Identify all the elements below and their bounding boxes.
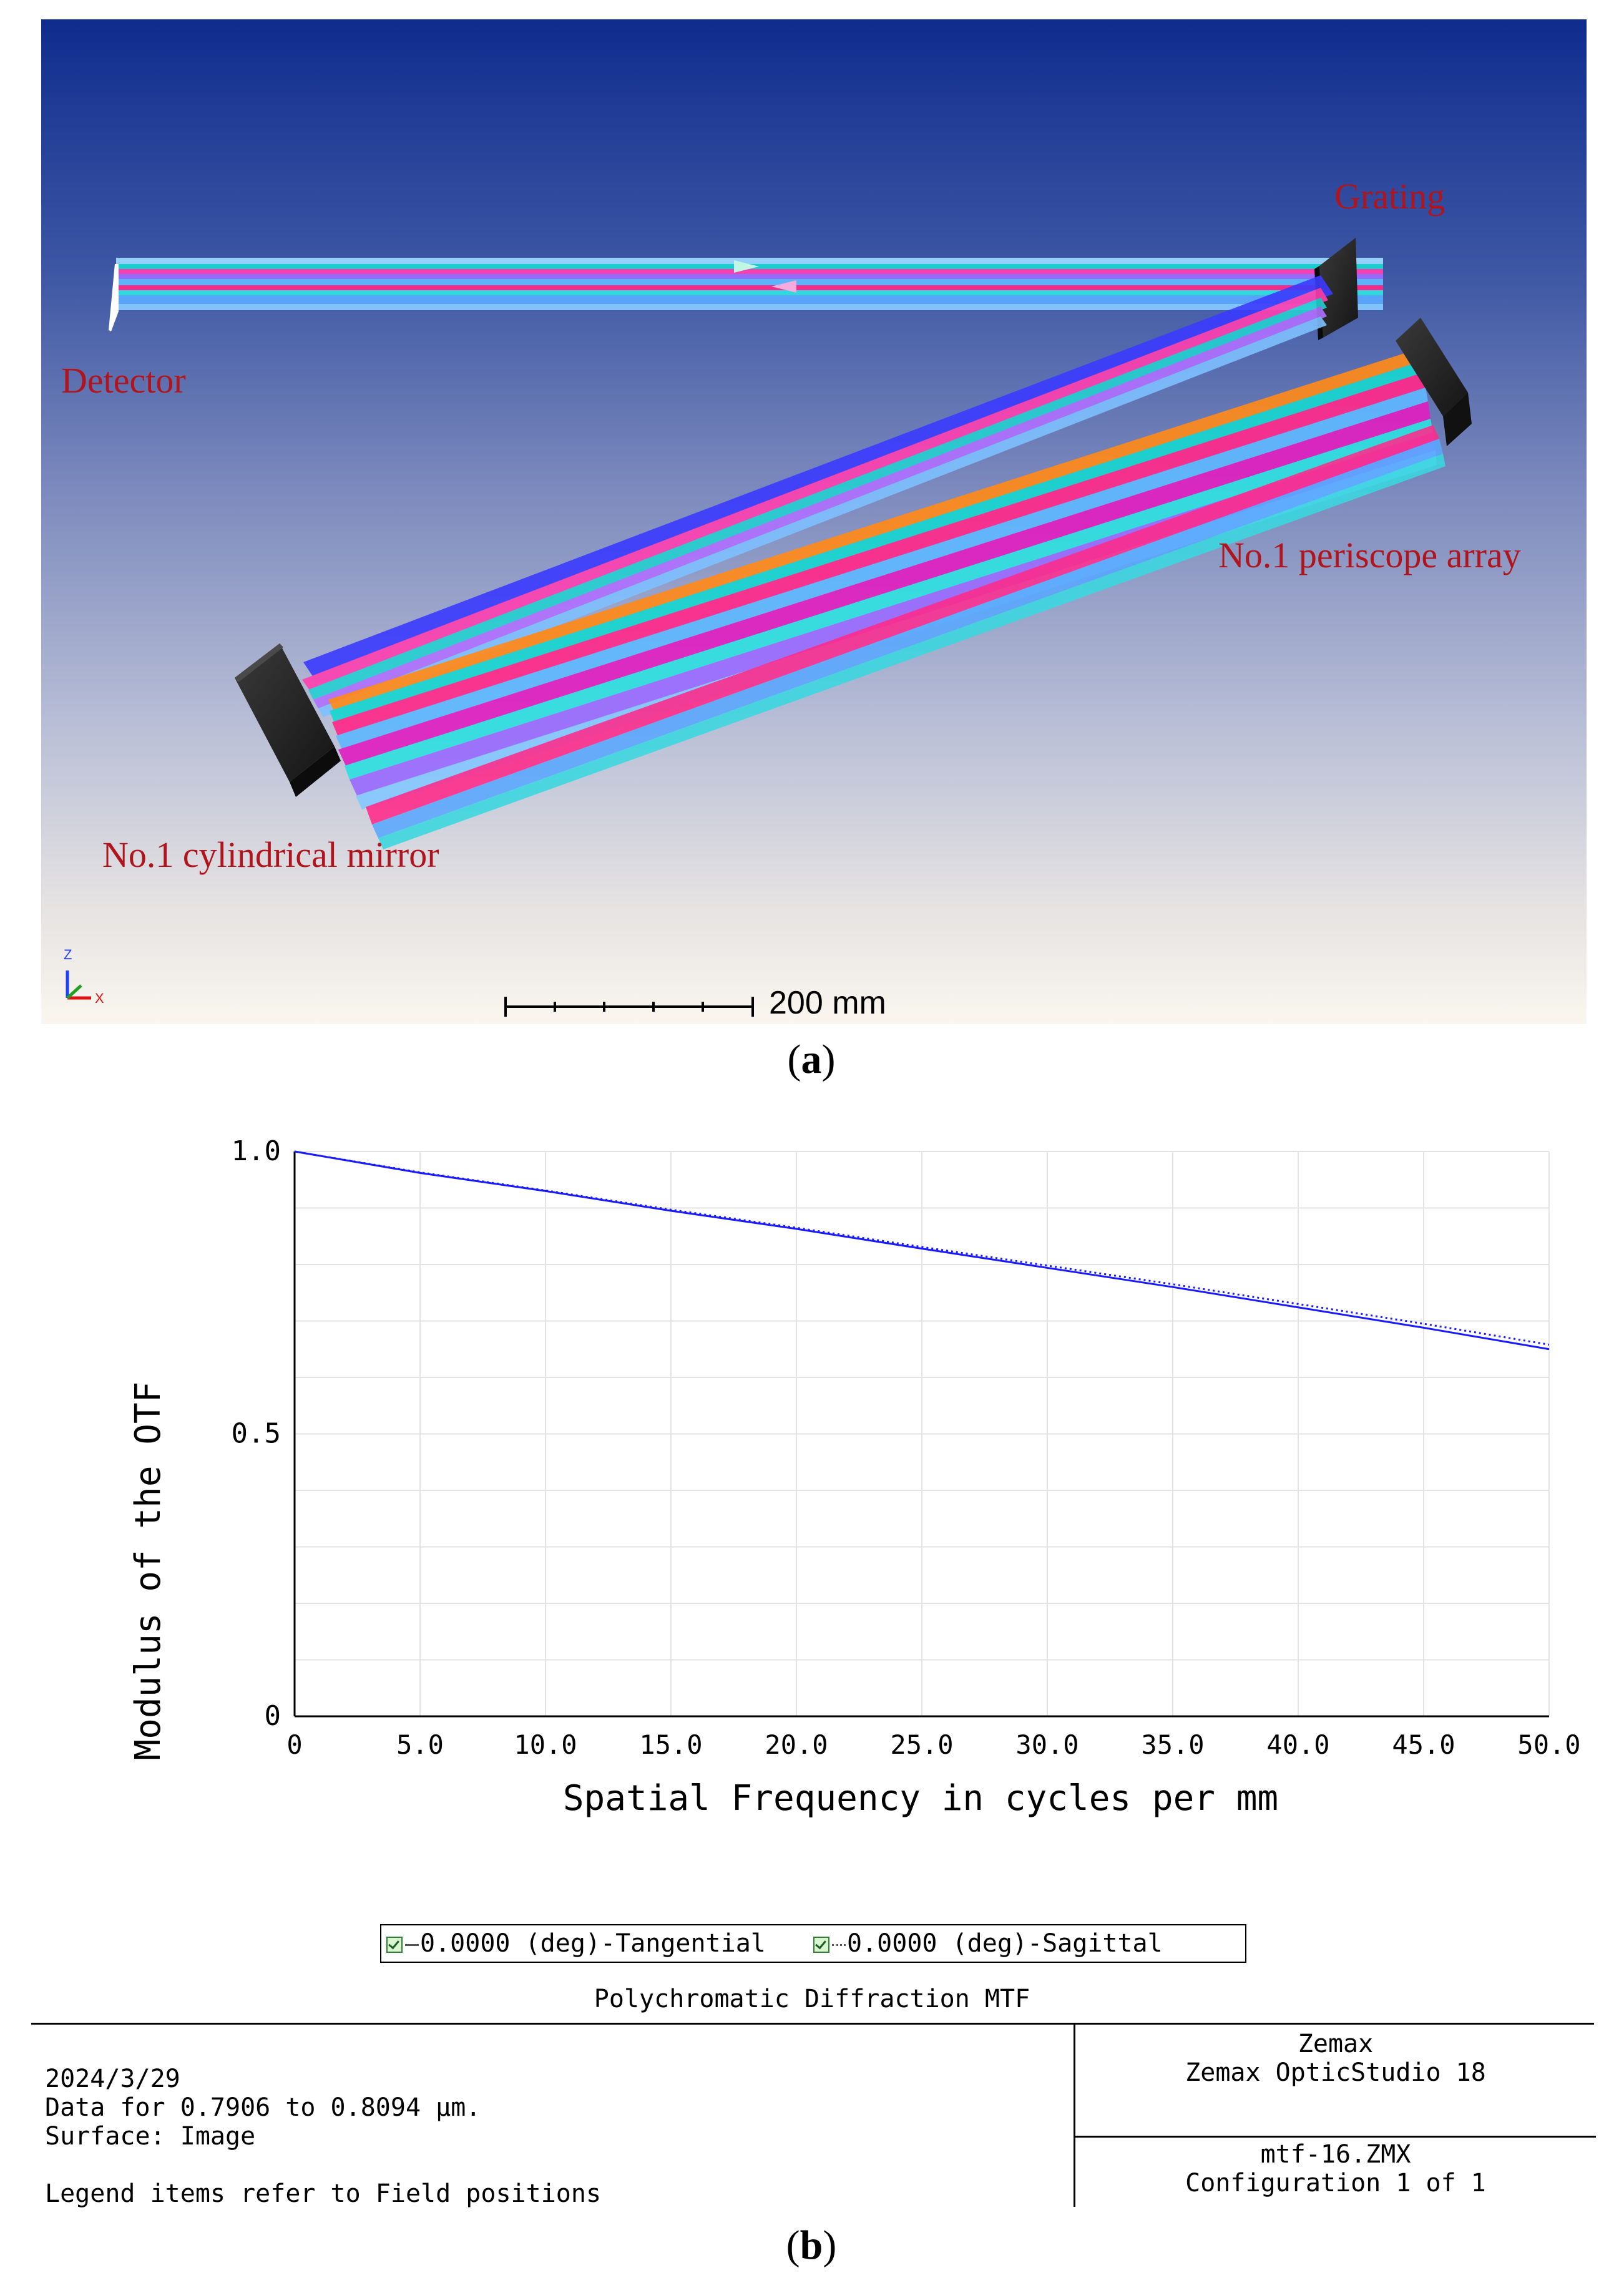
- x-tick-label: 15.0: [639, 1729, 702, 1760]
- file-name: mtf-16.ZMX: [1260, 2140, 1411, 2169]
- detector-label: Detector: [61, 360, 186, 401]
- beam-mirror-periscope: [328, 350, 1437, 809]
- x-axis-label: Spatial Frequency in cycles per mm: [563, 1778, 1278, 1819]
- detector-plate: [109, 264, 119, 331]
- ray-trace-drawing: [66, 238, 1472, 1017]
- scale-bar-label: 200 mm: [769, 985, 886, 1021]
- grating-label: Grating: [1334, 176, 1445, 217]
- caption-a: (a): [787, 1037, 836, 1082]
- surface-info: Surface: Image: [45, 2122, 256, 2151]
- x-tick-label: 0: [286, 1729, 302, 1760]
- x-tick-label: 20.0: [765, 1729, 828, 1760]
- beam-periscope-return: [366, 425, 1445, 849]
- scale-bar: [504, 997, 754, 1017]
- x-tick-label: 30.0: [1015, 1729, 1079, 1760]
- legend-label-sagittal: 0.0000 (deg)-Sagittal: [847, 1929, 1163, 1958]
- x-tick-label: 5.0: [396, 1729, 444, 1760]
- x-tick-label: 35.0: [1141, 1729, 1204, 1760]
- footer-software-box: Zemax Zemax OpticStudio 18 mtf-16.ZMX Co…: [1074, 2025, 1596, 2207]
- periscope-array-block: [1396, 318, 1472, 446]
- configuration-info: Configuration 1 of 1: [1185, 2169, 1486, 2198]
- x-tick-label: 10.0: [514, 1729, 577, 1760]
- beam-detector-grating: [116, 258, 1383, 310]
- axis-z-label: Z: [64, 947, 72, 962]
- axis-triad-icon: [66, 970, 91, 1000]
- report-footer: 2024/3/29 Data for 0.7906 to 0.8094 µm. …: [31, 2023, 1596, 2208]
- mtf-chart: 0 5.0 10.0 15.0 20.0 25.0 30.0 35.0 40.0 45.0 50.0…: [128, 1135, 1581, 1819]
- report-date: 2024/3/29: [45, 2065, 180, 2093]
- axis-x-label: X: [95, 990, 104, 1006]
- tick-labels: 0 5.0 10.0 15.0 20.0 25.0 30.0 35.0 40.0 45.0 50.0…: [232, 1135, 1581, 1760]
- x-tick-label: 45.0: [1392, 1729, 1455, 1760]
- series-line-sagittal: [294, 1150, 1550, 1346]
- y-tick-label: 0.5: [232, 1418, 281, 1450]
- legend-item-sagittal[interactable]: 0.0000 (deg)-Sagittal: [813, 1925, 1163, 1962]
- y-axis-label: Modulus of the OTF: [128, 1382, 169, 1761]
- plot-title: Polychromatic Diffraction MTF: [594, 1985, 1030, 2013]
- series-line-tangential: [294, 1150, 1550, 1351]
- checkbox-icon[interactable]: [386, 1937, 403, 1953]
- plot-axes: [293, 1151, 1549, 1718]
- chart-legend: 0.0000 (deg)-Tangential 0.0000 (deg)-Sag…: [380, 1924, 1246, 1963]
- company-name: Zemax: [1298, 2030, 1374, 2058]
- checkbox-icon[interactable]: [813, 1937, 829, 1953]
- legend-note: Legend items refer to Field positions: [45, 2179, 602, 2208]
- plot-grid: [295, 1151, 1550, 1716]
- legend-label-tangential: 0.0000 (deg)-Tangential: [420, 1929, 766, 1958]
- x-tick-label: 25.0: [890, 1729, 953, 1760]
- dotted-line-swatch: [832, 1943, 846, 1946]
- product-name: Zemax OpticStudio 18: [1185, 2058, 1486, 2087]
- y-tick-label: 0: [265, 1700, 281, 1732]
- footer-info: 2024/3/29 Data for 0.7906 to 0.8094 µm. …: [45, 2065, 601, 2208]
- beam-grating-mirror: [302, 275, 1333, 717]
- plot-series: [294, 1150, 1550, 1351]
- cylindrical-mirror-label: No.1 cylindrical mirror: [102, 834, 439, 875]
- y-tick-label: 1.0: [232, 1135, 281, 1167]
- caption-b: (b): [786, 2222, 837, 2268]
- x-tick-label: 50.0: [1517, 1729, 1580, 1760]
- legend-item-tangential[interactable]: 0.0000 (deg)-Tangential: [386, 1925, 766, 1962]
- x-tick-label: 40.0: [1266, 1729, 1329, 1760]
- optical-layout-view: Grating Detector No.1 periscope array No…: [41, 19, 1587, 1024]
- solid-line-swatch: [405, 1943, 419, 1946]
- periscope-array-label: No.1 periscope array: [1218, 535, 1521, 575]
- cylindrical-mirror-block: [235, 643, 341, 797]
- wavelength-range: Data for 0.7906 to 0.8094 µm.: [45, 2093, 481, 2122]
